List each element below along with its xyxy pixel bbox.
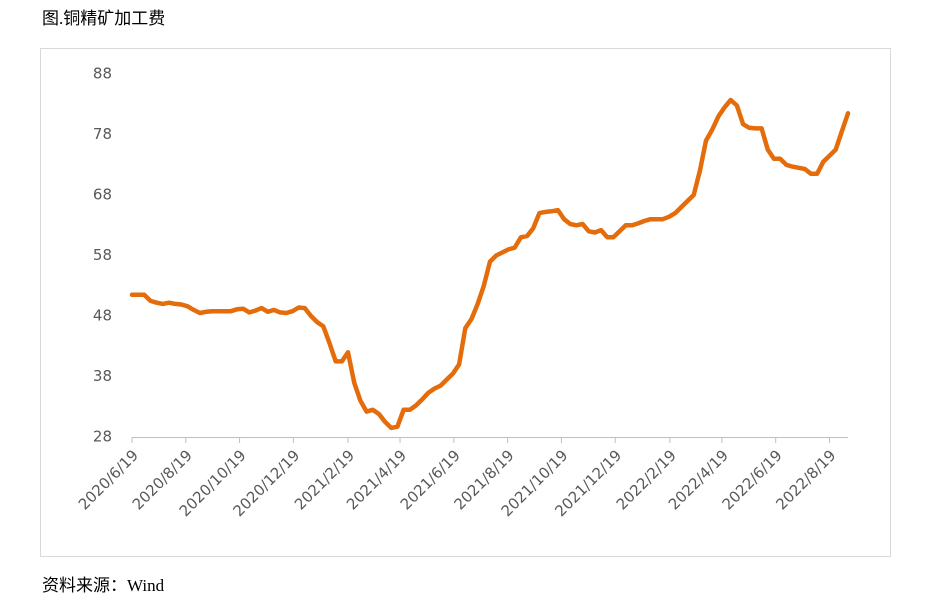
y-tick-label: 58 bbox=[93, 246, 112, 264]
y-tick-label: 28 bbox=[93, 428, 112, 446]
y-tick-label: 38 bbox=[93, 367, 112, 385]
y-tick-label: 48 bbox=[93, 307, 112, 325]
source-note: 资料来源：Wind bbox=[42, 576, 165, 595]
chart-frame bbox=[40, 48, 891, 557]
y-tick-label: 88 bbox=[93, 65, 112, 83]
series-line bbox=[129, 97, 851, 431]
y-tick-label: 78 bbox=[93, 125, 112, 143]
chart-title: 图.铜精矿加工费 bbox=[42, 9, 165, 28]
y-tick-label: 68 bbox=[93, 186, 112, 204]
